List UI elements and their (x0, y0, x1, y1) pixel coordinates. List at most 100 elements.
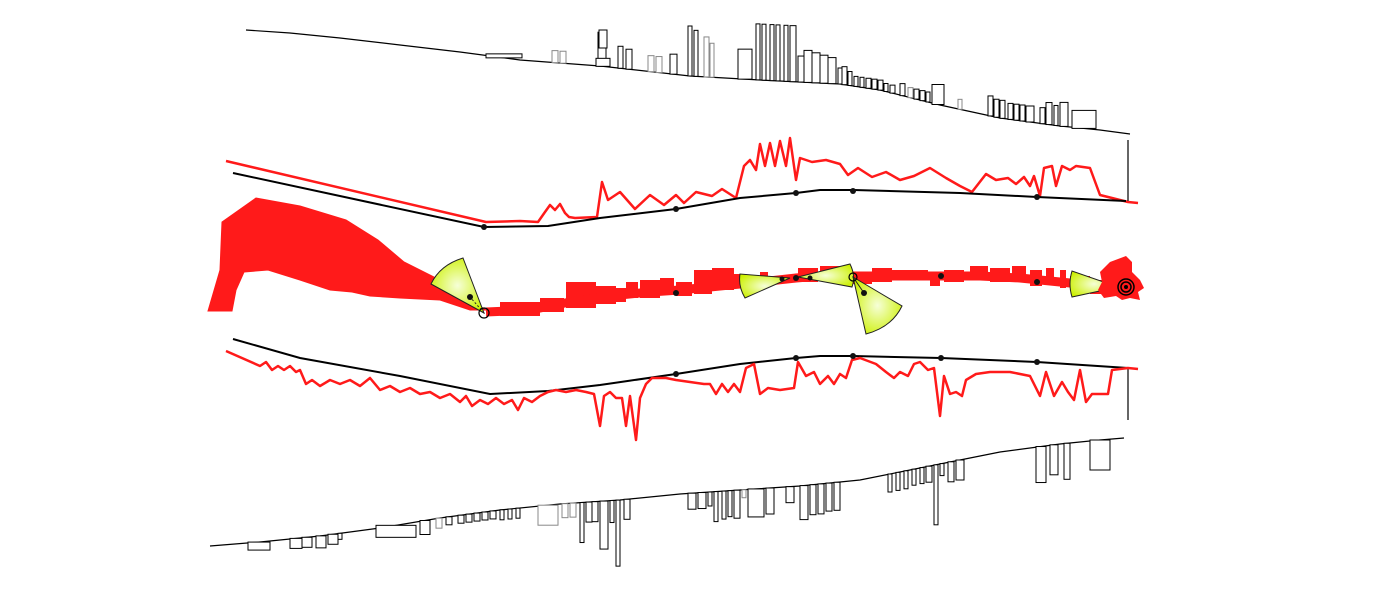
building (551, 50, 559, 64)
viewpoint-node-icon (938, 273, 944, 279)
building (827, 57, 837, 85)
building (703, 36, 710, 78)
building (1025, 105, 1035, 123)
building (761, 23, 767, 81)
building (445, 516, 453, 526)
building (939, 463, 945, 477)
building (785, 486, 795, 504)
building (489, 510, 497, 520)
building (693, 29, 699, 77)
building (375, 524, 417, 538)
building (911, 468, 917, 486)
building (617, 45, 624, 69)
building (931, 84, 945, 105)
building (887, 473, 893, 493)
viewpoint-node-icon (938, 355, 944, 361)
building (1045, 102, 1053, 126)
building (669, 53, 678, 75)
building (837, 67, 843, 85)
building (707, 491, 713, 507)
viewshed-cone-icon (1069, 270, 1120, 298)
viewpoint-node-icon (850, 353, 856, 359)
building (919, 467, 925, 485)
building (987, 95, 994, 117)
building (865, 77, 872, 89)
building (889, 84, 896, 94)
upper-red-profile (225, 136, 1139, 224)
viewpoint-node-icon (850, 188, 856, 194)
viewpoint-node-icon (793, 190, 799, 196)
lower-buildings (247, 439, 1111, 567)
building (623, 498, 631, 520)
building (899, 83, 906, 97)
viewpoint-node-icon (1034, 279, 1040, 285)
building (783, 24, 789, 82)
building (789, 25, 797, 83)
building (485, 53, 523, 59)
building (595, 57, 611, 67)
lower-route-profile (225, 338, 1139, 442)
building (907, 87, 914, 99)
building (289, 537, 303, 549)
building (247, 541, 271, 551)
building (895, 471, 901, 491)
building (579, 502, 585, 544)
building (883, 83, 889, 92)
viewshed-cone-icon (852, 275, 903, 335)
lower-route-line (232, 338, 1129, 396)
building (709, 42, 715, 78)
building (687, 492, 697, 510)
viewpoint-node-icon (793, 275, 799, 281)
building (1039, 107, 1046, 125)
viewpoint-node-icon (793, 355, 799, 361)
viewpoint-node-icon (673, 290, 679, 296)
building (515, 507, 521, 519)
building (825, 482, 833, 512)
building (913, 88, 920, 100)
building (797, 55, 805, 83)
viewpoint-node-icon (1034, 194, 1040, 200)
building (803, 49, 813, 83)
viewpoint-node-icon (1034, 359, 1040, 365)
building (559, 50, 567, 64)
building (733, 489, 741, 519)
footprint-block (1046, 268, 1054, 282)
building (1071, 109, 1097, 129)
building (1035, 446, 1047, 484)
target-marker-icon (1098, 256, 1144, 300)
building (599, 500, 609, 550)
plan-footprint (207, 197, 1144, 335)
building (615, 499, 621, 567)
building (847, 71, 853, 86)
viewpoint-node-icon (673, 371, 679, 377)
building (999, 99, 1006, 119)
building (713, 491, 719, 523)
building (727, 490, 733, 518)
upper-route-line (232, 172, 1127, 229)
building (1019, 104, 1026, 122)
building (647, 55, 655, 73)
building (585, 501, 593, 523)
building (919, 90, 926, 102)
building (507, 508, 513, 520)
building (481, 511, 489, 521)
building (957, 98, 963, 110)
building (435, 517, 443, 529)
building (609, 500, 615, 524)
building (955, 459, 965, 481)
building (499, 509, 505, 521)
building (457, 514, 465, 524)
building (925, 465, 933, 483)
building (465, 513, 473, 523)
building (841, 66, 848, 86)
building (799, 485, 809, 521)
building (993, 98, 1000, 118)
building (537, 504, 559, 526)
building (697, 492, 707, 510)
building (871, 78, 878, 90)
target-marker-icon (478, 307, 490, 319)
building (925, 91, 931, 103)
cone-axis (469, 296, 485, 314)
building (419, 520, 431, 535)
building (933, 464, 939, 526)
